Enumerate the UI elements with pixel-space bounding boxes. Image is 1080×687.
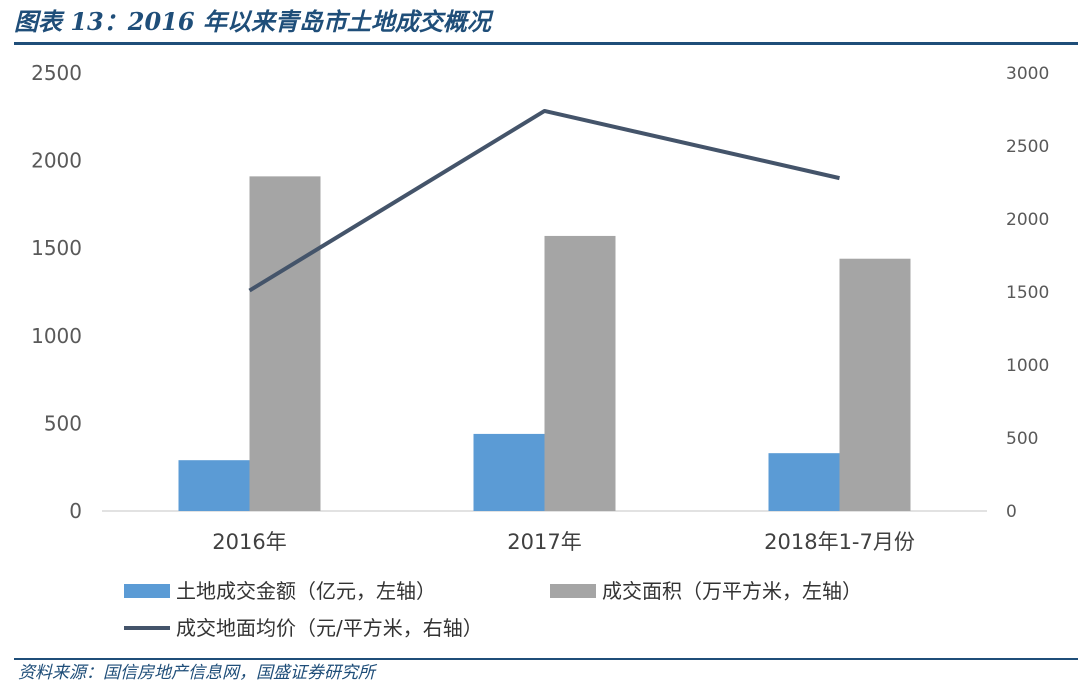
- left-tick-label: 1000: [31, 324, 82, 348]
- legend-swatch: [124, 584, 170, 598]
- category-label: 2016年: [212, 530, 286, 554]
- bar-area: [544, 235, 616, 511]
- left-tick-label: 1500: [31, 236, 82, 260]
- legend-area: 成交面积（万平方米，左轴）: [550, 579, 862, 603]
- source-note: 资料来源：国信房地产信息网，国盛证券研究所: [18, 663, 375, 683]
- right-tick-label: 2500: [1006, 137, 1049, 157]
- right-tick-label: 3000: [1006, 64, 1049, 84]
- title-divider: [14, 42, 1078, 45]
- right-tick-label: 2000: [1006, 210, 1049, 230]
- legend-price: 成交地面均价（元/平方米，右轴）: [124, 616, 483, 640]
- bar-land-value: [473, 433, 545, 511]
- category-label: 2017年: [507, 530, 581, 554]
- bar-area: [249, 176, 321, 512]
- right-tick-label: 1000: [1006, 356, 1049, 376]
- left-tick-label: 2500: [31, 61, 82, 85]
- legend: 土地成交金额（亿元，左轴） 成交面积（万平方米，左轴） 成交地面均价（元/平方米，右…: [124, 579, 862, 640]
- left-tick-label: 0: [69, 499, 82, 523]
- bar-land-value: [768, 453, 840, 511]
- bar-series: [178, 176, 911, 512]
- bar-land-value: [178, 460, 250, 511]
- left-y-axis: 0 500 1000 1500 2000 2500: [31, 61, 82, 523]
- legend-label: 土地成交金额（亿元，左轴）: [176, 579, 436, 603]
- chart-canvas: 0 500 1000 1500 2000 2500 0 500 1000 1500 2000 250…: [31, 61, 1049, 640]
- legend-label: 成交面积（万平方米，左轴）: [602, 579, 862, 603]
- legend-label: 成交地面均价（元/平方米，右轴）: [176, 616, 483, 640]
- legend-swatch: [550, 584, 596, 598]
- source-divider: [14, 658, 1078, 660]
- right-tick-label: 1500: [1006, 283, 1049, 303]
- category-label: 2018年1-7月份: [764, 530, 915, 554]
- right-tick-label: 0: [1006, 502, 1017, 522]
- legend-land-value: 土地成交金额（亿元，左轴）: [124, 579, 436, 603]
- figure-title: 图表 13：2016 年以来青岛市土地成交概况: [14, 7, 491, 36]
- line-series: [248, 108, 840, 293]
- right-tick-label: 500: [1006, 429, 1038, 449]
- right-y-axis: 0 500 1000 1500 2000 2500 3000: [1006, 64, 1049, 522]
- left-tick-label: 500: [44, 411, 82, 435]
- x-axis-categories: 2016年 2017年 2018年1-7月份: [212, 530, 915, 554]
- left-tick-label: 2000: [31, 149, 82, 173]
- bar-area: [839, 258, 911, 511]
